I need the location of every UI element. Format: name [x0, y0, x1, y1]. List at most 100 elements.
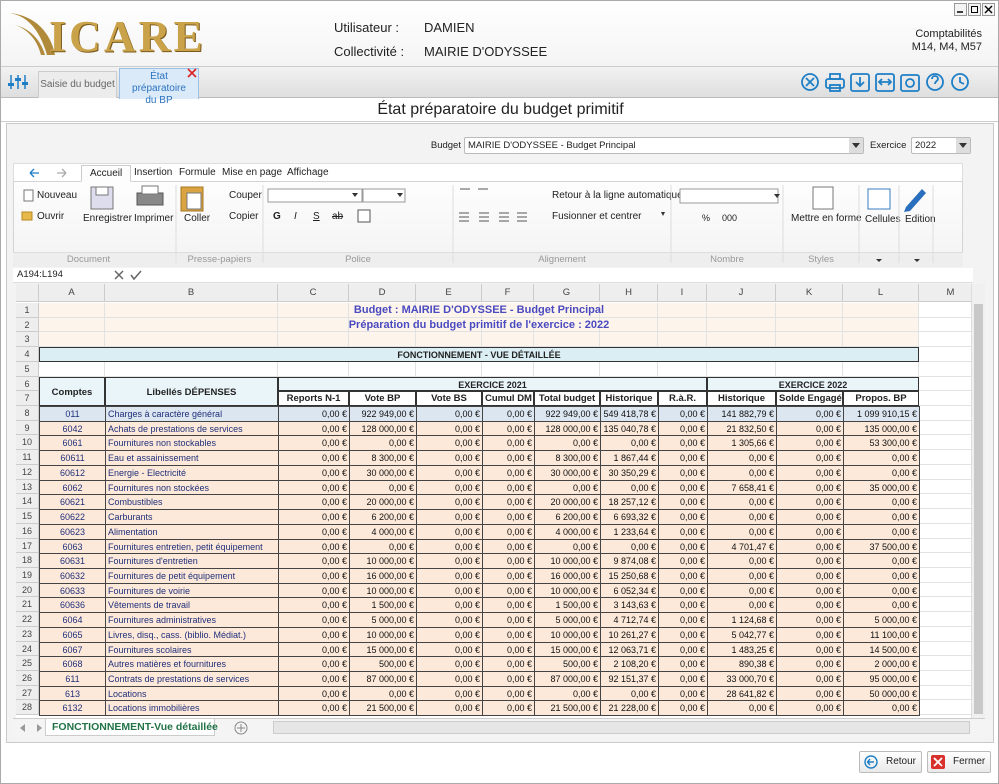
ribbon-tab[interactable]: Insertion: [134, 167, 173, 178]
dropdown-arrow[interactable]: [956, 138, 970, 153]
ribbon-button[interactable]: Edition: [905, 214, 936, 225]
row-header: 12: [16, 464, 39, 480]
amount-cell: 33 000,70 €: [707, 671, 777, 687]
ribbon-button[interactable]: Coller: [184, 213, 211, 224]
ribbon-button[interactable]: %: [702, 213, 711, 223]
grid-cell: [534, 303, 600, 318]
sheet-tab[interactable]: FONCTIONNEMENT-Vue détaillée: [45, 719, 218, 736]
amount-cell: 9 874,08 €: [600, 553, 659, 569]
column-header: C: [278, 284, 349, 302]
logo-wing: [9, 13, 55, 55]
account-code: 60632: [39, 567, 106, 584]
account-code: 60621: [39, 494, 106, 511]
amount-cell: 0,00 €: [600, 435, 659, 452]
grid-cell: [707, 303, 776, 318]
amount-cell: 0,00 €: [843, 509, 920, 525]
amount-cell: 0,00 €: [658, 523, 708, 540]
grid-cell: [105, 303, 278, 318]
amount-cell: 50 000,00 €: [843, 685, 920, 702]
ribbon-button[interactable]: Cellules: [865, 214, 901, 225]
ribbon-button[interactable]: 000: [722, 213, 738, 223]
ribbon-button[interactable]: Copier: [229, 211, 259, 222]
amount-cell: 0,00 €: [482, 612, 535, 628]
grid-cell: [105, 332, 278, 348]
ribbon-tab[interactable]: Accueil: [81, 165, 132, 182]
grid-cell: [919, 509, 971, 524]
amount-cell: 0,00 €: [843, 523, 920, 540]
undo-redo[interactable]: [26, 166, 71, 180]
amount-cell: 0,00 €: [482, 494, 535, 511]
ribbon-tab[interactable]: Affichage: [287, 167, 329, 178]
grid-cell: [534, 317, 600, 333]
scroll-thumb[interactable]: [974, 304, 983, 714]
ribbon-button[interactable]: Fusionner et centrer: [552, 211, 642, 222]
horizontal-scrollbar[interactable]: [273, 721, 970, 734]
amount-cell: 6 693,32 €: [600, 509, 659, 525]
account-code: 613: [39, 685, 106, 702]
grid-cell: [534, 332, 600, 348]
ribbon-button[interactable]: Enregistrer: [83, 213, 132, 224]
amount-cell: 0,00 €: [707, 464, 777, 481]
amount-cell: 0,00 €: [482, 656, 535, 672]
column-title: Propos. BP: [843, 391, 919, 407]
amount-cell: 141 882,79 €: [707, 406, 777, 422]
column-title: Libellés DÉPENSES: [105, 376, 278, 407]
ribbon-button[interactable]: Nouveau: [37, 190, 78, 201]
ribbon-button[interactable]: Mettre en forme: [791, 213, 862, 224]
amount-cell: 0,00 €: [658, 597, 708, 614]
ribbon-button[interactable]: I: [294, 211, 297, 222]
amount-cell: 0,00 €: [349, 685, 417, 702]
column-header: L: [843, 284, 919, 302]
ribbon-tab[interactable]: Formule: [179, 167, 216, 178]
column-header: B: [105, 284, 278, 302]
add-sheet[interactable]: [234, 721, 248, 735]
grid-cell: [919, 642, 971, 657]
grid-cell: [919, 539, 971, 554]
account-label: Livres, disq., cass. (biblio. Médiat.): [105, 626, 279, 643]
account-code: 6063: [39, 538, 106, 555]
row-header: 18: [16, 553, 39, 568]
amount-cell: 35 000,00 €: [843, 479, 920, 496]
tab[interactable]: Saisie du budget: [38, 71, 117, 98]
row-header: 2: [16, 317, 39, 333]
row-header: 6: [16, 376, 39, 392]
formula-actions[interactable]: [113, 269, 143, 281]
dropdown-arrow[interactable]: [849, 138, 863, 153]
amount-cell: 37 500,00 €: [843, 538, 920, 555]
grid-cell: [919, 421, 971, 436]
amount-cell: 0,00 €: [776, 641, 844, 658]
amount-cell: 0,00 €: [600, 685, 659, 702]
amount-cell: 0,00 €: [278, 450, 350, 466]
row-header: 28: [16, 700, 39, 716]
sheet-subtitle: Préparation du budget primitif de l'exer…: [348, 318, 610, 331]
ribbon-button[interactable]: S: [313, 211, 320, 222]
ribbon-button[interactable]: Imprimer: [134, 213, 174, 224]
vertical-scrollbar[interactable]: [971, 284, 985, 718]
ribbon-icons: [21, 185, 934, 263]
column-header: I: [658, 284, 707, 302]
amount-cell: 0,00 €: [707, 567, 777, 584]
window-controls[interactable]: [954, 3, 996, 17]
budget-select[interactable]: MAIRIE D'ODYSSEE - Budget Principal: [464, 137, 864, 154]
ribbon-button[interactable]: Ouvrir: [37, 211, 65, 222]
sheet-nav[interactable]: [19, 723, 43, 733]
tab-active[interactable]: État préparatoire du BP: [119, 68, 199, 106]
tab-close[interactable]: [187, 68, 197, 78]
ribbon-button[interactable]: ab: [332, 211, 344, 222]
settings-icon[interactable]: [7, 73, 29, 91]
amount-cell: 0,00 €: [658, 538, 708, 555]
column-title: Reports N-1: [278, 391, 349, 407]
toolbar-icons[interactable]: [799, 71, 974, 95]
ribbon-button[interactable]: Retour à la ligne automatique: [552, 190, 683, 201]
amount-cell: 0,00 €: [658, 494, 708, 511]
grid-cell: [278, 317, 349, 333]
amount-cell: 53 300,00 €: [843, 435, 920, 452]
row-header: 27: [16, 685, 39, 701]
ribbon-button[interactable]: G: [273, 211, 281, 222]
exercise-label: Exercice: [870, 140, 907, 151]
column-header: E: [416, 284, 482, 302]
amount-cell: 21 500,00 €: [534, 700, 601, 717]
ribbon-tab[interactable]: Mise en page: [222, 167, 283, 178]
ribbon-button[interactable]: Couper: [229, 190, 262, 201]
amount-cell: 30 000,00 €: [534, 464, 601, 481]
